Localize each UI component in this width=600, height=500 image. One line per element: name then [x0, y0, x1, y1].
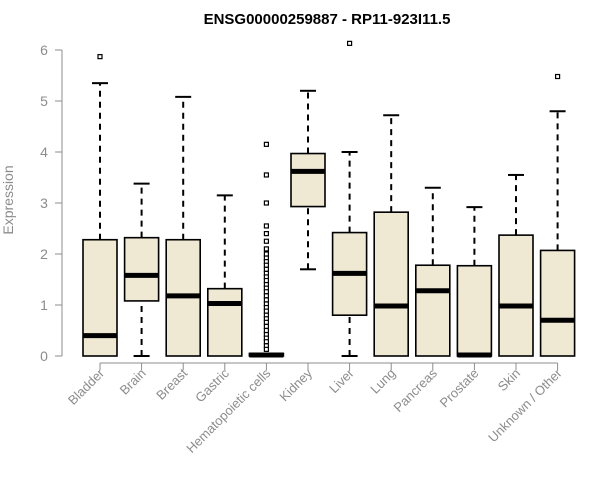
outlier-point — [263, 231, 269, 237]
y-tick-label: 6 — [40, 42, 48, 58]
outlier-point — [97, 54, 103, 60]
box-lung — [373, 211, 410, 357]
whiskers-layer — [92, 82, 566, 357]
outlier-point — [263, 266, 269, 272]
y-tick-label: 3 — [40, 195, 48, 211]
x-tick-label: Unknown / Other — [485, 365, 565, 445]
outlier-point — [263, 339, 269, 345]
outlier-point — [263, 319, 269, 325]
outlier-point — [263, 223, 269, 229]
box-prostate — [456, 264, 493, 357]
boxes-layer — [82, 152, 576, 358]
outlier-point — [263, 251, 269, 257]
outlier-point — [263, 277, 269, 284]
outliers-layer — [97, 40, 561, 352]
y-tick-label: 2 — [40, 246, 48, 262]
outlier-point — [263, 172, 269, 178]
box-bladder — [82, 238, 118, 357]
chart-title: ENSG00000259887 - RP11-923I11.5 — [204, 11, 451, 28]
box-pancreas — [414, 264, 451, 357]
y-tick-label: 4 — [40, 144, 48, 160]
box-skin — [498, 234, 534, 357]
x-tick-label: Kidney — [276, 365, 315, 404]
box-brain — [123, 236, 160, 302]
y-axis-label: Expression — [0, 165, 16, 234]
x-tick-label: Breast — [153, 365, 190, 402]
box-kidney — [290, 152, 326, 208]
x-tick-label: Brain — [117, 366, 149, 398]
outlier-point — [263, 238, 269, 244]
outlier-point — [263, 289, 269, 295]
x-tick-label: Liver — [326, 365, 357, 396]
outlier-point — [263, 141, 269, 147]
outlier-point — [347, 40, 353, 46]
outlier-point — [554, 73, 561, 80]
outlier-point — [263, 308, 269, 314]
outlier-point — [263, 246, 269, 252]
x-tick-label: Bladder — [65, 365, 108, 408]
outlier-point — [263, 327, 269, 334]
outlier-point — [263, 346, 269, 352]
y-tick-label: 0 — [40, 348, 48, 364]
y-tick-label: 5 — [40, 93, 48, 109]
box-unknown-other — [539, 249, 576, 357]
x-tick-label: Lung — [367, 366, 398, 397]
outlier-point — [263, 323, 269, 330]
y-axis: 0 1 2 3 4 5 6 — [40, 42, 63, 364]
x-tick-label: Gastric — [192, 365, 232, 405]
x-tick-label: Prostate — [437, 366, 482, 411]
outlier-point — [263, 297, 269, 303]
outlier-point — [263, 262, 269, 268]
x-tick-label: Skin — [495, 366, 523, 394]
x-tick-label: Pancreas — [390, 365, 440, 415]
y-tick-label: 1 — [40, 297, 48, 313]
outlier-point — [263, 200, 269, 206]
outlier-point — [263, 293, 269, 299]
box-gastric — [207, 287, 243, 357]
